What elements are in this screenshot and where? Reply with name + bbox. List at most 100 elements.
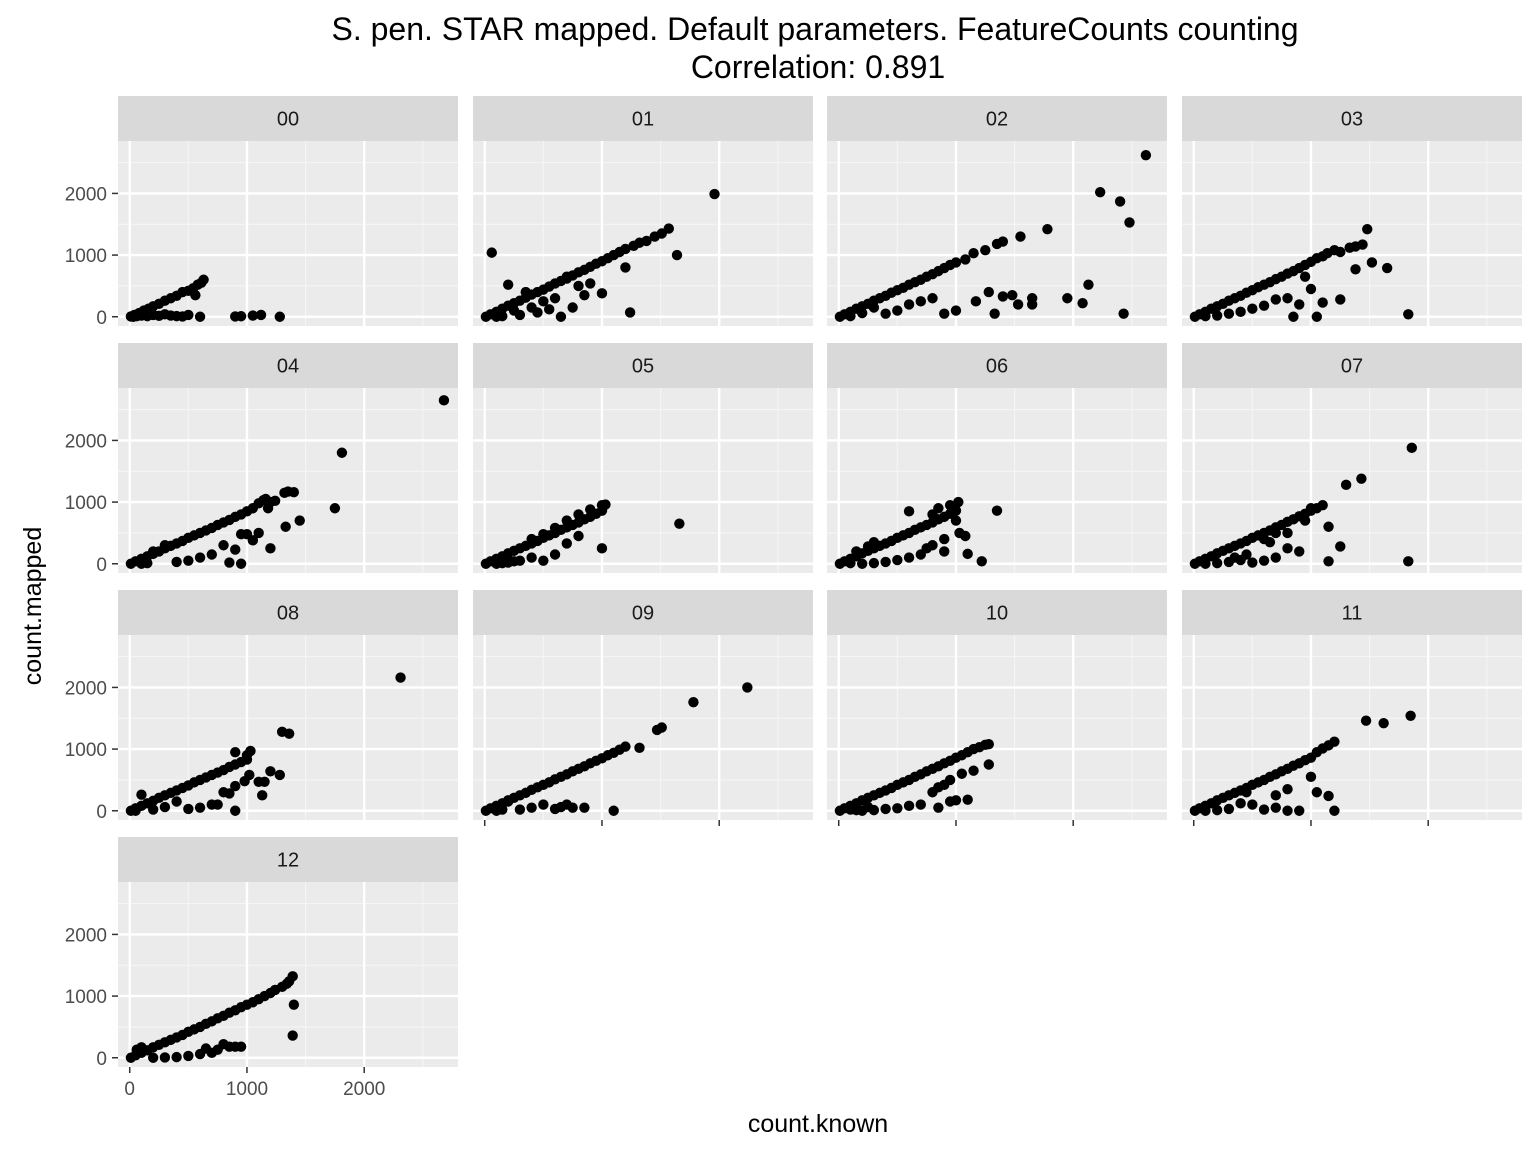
- data-point: [742, 682, 753, 693]
- data-point: [230, 746, 241, 758]
- data-point: [903, 800, 915, 812]
- data-point: [218, 540, 229, 551]
- data-point: [1241, 549, 1252, 560]
- data-point: [230, 780, 241, 792]
- data-point: [1270, 294, 1281, 305]
- y-tick-label: 1000: [65, 493, 107, 514]
- data-point: [903, 552, 915, 563]
- data-point: [950, 257, 962, 268]
- facet-panel-11: 11: [1182, 590, 1522, 826]
- data-point: [962, 548, 973, 560]
- data-point: [950, 515, 962, 526]
- data-point: [892, 803, 903, 814]
- data-point: [1241, 787, 1252, 798]
- facet-strip: [473, 96, 813, 141]
- data-point: [1258, 804, 1270, 815]
- data-point: [1211, 804, 1223, 816]
- data-point: [688, 697, 699, 708]
- data-point: [915, 799, 926, 810]
- data-point: [1270, 527, 1281, 539]
- data-point: [656, 722, 667, 733]
- facet-panel-06: 06: [827, 343, 1167, 573]
- data-point: [508, 556, 520, 567]
- y-tick-label: 0: [96, 802, 107, 823]
- data-point: [620, 741, 631, 752]
- data-point: [561, 538, 572, 549]
- data-point: [1299, 271, 1311, 282]
- data-point: [1258, 300, 1270, 311]
- data-point: [976, 556, 987, 567]
- data-point: [953, 496, 964, 508]
- data-point: [171, 1051, 182, 1063]
- data-point: [1323, 790, 1334, 802]
- data-point: [1406, 442, 1417, 454]
- data-point: [983, 759, 994, 770]
- data-point: [520, 286, 531, 298]
- data-point: [620, 262, 631, 273]
- data-point: [438, 395, 450, 406]
- data-point: [259, 776, 270, 787]
- data-point: [1323, 556, 1334, 567]
- data-point: [983, 286, 994, 298]
- data-point: [549, 293, 561, 304]
- data-point: [235, 558, 247, 569]
- data-point: [1200, 558, 1211, 569]
- data-point: [247, 310, 259, 321]
- data-point: [288, 999, 300, 1010]
- data-point: [1362, 223, 1373, 235]
- data-point: [255, 309, 267, 321]
- data-point: [1405, 710, 1416, 721]
- facet-strip: [827, 343, 1167, 388]
- data-point: [502, 279, 514, 290]
- facet-strip: [118, 343, 458, 388]
- y-tick-label: 2000: [65, 925, 107, 946]
- y-axis-label: count.mapped: [19, 527, 47, 685]
- data-point: [549, 803, 561, 815]
- data-point: [280, 521, 291, 532]
- data-point: [1282, 783, 1293, 795]
- data-point: [497, 557, 508, 569]
- data-point: [1282, 805, 1293, 816]
- data-point: [933, 802, 944, 813]
- facet-strip-label: 04: [277, 356, 299, 378]
- data-point: [183, 309, 194, 321]
- data-point: [939, 546, 950, 557]
- data-point: [868, 557, 880, 569]
- facet-panel-12: 12 0 1000 2000 0 1000 2000: [65, 837, 458, 1100]
- data-point: [851, 546, 862, 557]
- data-point: [159, 540, 171, 551]
- data-point: [200, 1043, 212, 1054]
- facet-strip-label: 08: [277, 603, 299, 625]
- data-point: [514, 804, 526, 815]
- data-point: [1294, 805, 1305, 816]
- data-point: [1329, 736, 1340, 747]
- data-point: [579, 802, 590, 813]
- data-point: [526, 802, 537, 813]
- data-point: [856, 558, 868, 569]
- facet-panel-03: 03: [1182, 96, 1522, 326]
- data-point: [573, 509, 584, 520]
- data-point: [596, 288, 608, 299]
- data-point: [956, 768, 968, 779]
- chart-subtitle: Correlation: 0.891: [691, 49, 945, 85]
- y-tick-label: 2000: [65, 678, 107, 699]
- data-point: [880, 803, 891, 815]
- facet-strip: [1182, 590, 1522, 635]
- facet-panel-08: 08 0 1000 2000: [65, 590, 458, 823]
- data-point: [206, 549, 217, 560]
- facet-panel-01: 01: [473, 96, 813, 326]
- data-point: [128, 311, 139, 322]
- data-point: [130, 805, 141, 816]
- data-point: [555, 311, 567, 322]
- x-axis-label: count.known: [748, 1110, 888, 1138]
- data-point: [620, 243, 631, 255]
- data-point: [573, 280, 584, 292]
- facet-strip: [473, 590, 813, 635]
- data-point: [224, 1041, 235, 1052]
- data-point: [265, 543, 276, 554]
- data-point: [968, 765, 979, 776]
- data-point: [491, 311, 502, 322]
- data-point: [939, 533, 950, 545]
- facet-strip-label: 06: [986, 356, 1008, 378]
- data-point: [1311, 787, 1323, 798]
